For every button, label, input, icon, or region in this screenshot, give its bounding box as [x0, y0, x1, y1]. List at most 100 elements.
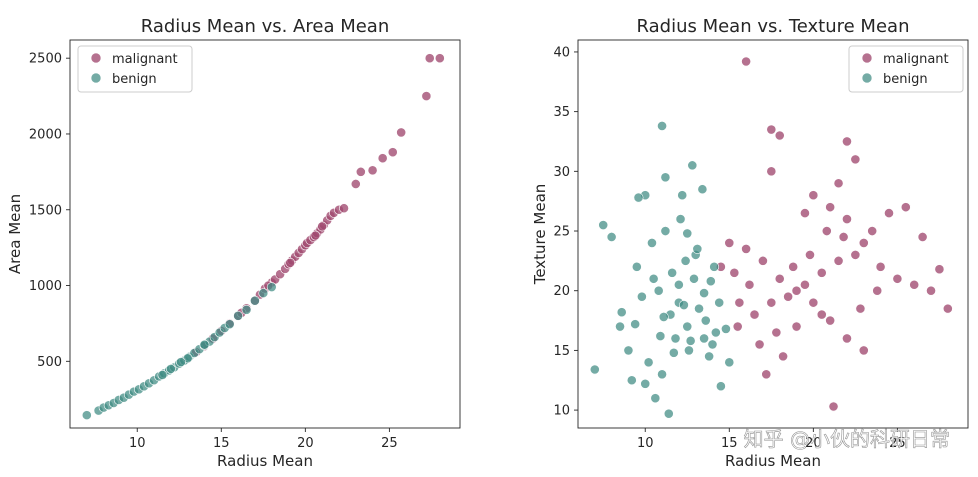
data-point-benign: [682, 321, 693, 332]
data-point-benign: [685, 335, 696, 346]
data-point-malignant: [900, 202, 911, 213]
data-point-benign: [615, 321, 625, 332]
data-point-malignant: [855, 303, 866, 314]
x-axis-label: Radius Mean: [217, 452, 313, 470]
data-point-benign: [176, 357, 186, 367]
y-axis-label: Area Mean: [6, 194, 24, 274]
data-point-benign: [682, 228, 693, 239]
data-point-benign: [626, 375, 637, 386]
data-point-benign: [650, 393, 661, 404]
data-point-benign: [704, 351, 715, 362]
data-point-benign: [165, 363, 176, 374]
data-point-benign: [675, 214, 686, 224]
legend-marker-malignant: [861, 52, 873, 64]
legend-label-malignant: malignant: [112, 52, 178, 67]
x-tick-label: 25: [889, 436, 906, 451]
data-point-malignant: [367, 165, 378, 176]
data-point-malignant: [892, 273, 903, 284]
data-point-benign: [648, 273, 659, 284]
data-point-benign: [668, 347, 679, 358]
data-point-benign: [700, 315, 711, 326]
data-point-benign: [157, 370, 168, 380]
data-point-malignant: [377, 153, 388, 164]
data-point-benign: [692, 244, 703, 254]
data-point-benign: [241, 304, 252, 315]
data-point-malignant: [350, 179, 361, 189]
data-point-benign: [199, 339, 210, 350]
data-point-benign: [630, 319, 641, 330]
data-point-benign: [710, 327, 721, 338]
legend-label-malignant: malignant: [883, 52, 949, 67]
data-point-benign: [598, 220, 609, 230]
data-point-malignant: [917, 232, 928, 242]
data-point-malignant: [833, 178, 844, 189]
data-point-benign: [631, 261, 642, 272]
legend-label-benign: benign: [883, 72, 928, 87]
data-point-benign: [679, 300, 689, 310]
y-axis-ticks: 10 15 20 25 30 35 40: [553, 45, 578, 419]
y-tick-label: 2500: [29, 52, 62, 67]
data-point-malignant: [816, 309, 827, 320]
data-point-malignant: [774, 130, 785, 141]
data-point-malignant: [774, 273, 785, 284]
data-point-malignant: [424, 53, 435, 64]
data-point-malignant: [867, 226, 878, 236]
data-point-malignant: [783, 291, 794, 302]
data-point-malignant: [771, 327, 782, 338]
data-point-malignant: [842, 333, 852, 344]
legend-marker-benign: [90, 72, 102, 84]
data-point-malignant: [766, 166, 777, 177]
data-point-malignant: [825, 315, 836, 326]
y-tick-label: 1500: [29, 203, 62, 218]
data-point-malignant: [421, 91, 432, 101]
legend-label-benign: benign: [112, 72, 157, 87]
data-point-malignant: [434, 53, 445, 64]
data-point-benign: [655, 331, 666, 341]
y-tick-label: 35: [553, 105, 570, 120]
data-point-malignant: [909, 279, 920, 290]
data-point-malignant: [942, 303, 953, 314]
legend: malignant benign: [848, 45, 964, 93]
data-point-malignant: [749, 309, 760, 320]
data-point-malignant: [758, 255, 768, 266]
data-point-benign: [636, 291, 647, 302]
data-point-malignant: [741, 56, 752, 67]
data-point-malignant: [800, 208, 810, 219]
data-point-malignant: [850, 249, 861, 260]
data-point-malignant: [858, 345, 869, 356]
data-point-malignant: [761, 369, 772, 380]
x-tick-label: 15: [721, 436, 738, 451]
data-point-benign: [633, 192, 644, 203]
data-point-benign: [670, 333, 681, 344]
data-point-malignant: [842, 214, 852, 224]
data-point-malignant: [724, 238, 735, 248]
data-point-malignant: [825, 202, 836, 213]
data-point-benign: [81, 410, 92, 421]
data-point-malignant: [872, 285, 883, 296]
data-point-malignant: [808, 297, 819, 308]
x-axis-label: Radius Mean: [725, 452, 821, 470]
data-point-malignant: [926, 285, 936, 296]
data-point-malignant: [791, 285, 802, 296]
data-point-malignant: [396, 127, 407, 138]
data-point-malignant: [842, 136, 852, 147]
y-tick-label: 20: [553, 284, 570, 299]
data-point-benign: [714, 297, 725, 308]
plot-area: [577, 39, 969, 429]
data-point-benign: [684, 345, 694, 356]
chart-title: Radius Mean vs. Texture Mean: [637, 16, 910, 37]
data-point-benign: [705, 276, 716, 287]
x-tick-label: 20: [297, 436, 314, 451]
data-point-malignant: [355, 166, 366, 177]
y-tick-label: 30: [553, 165, 570, 180]
y-tick-label: 500: [37, 355, 62, 370]
data-point-malignant: [744, 279, 755, 290]
y-tick-label: 25: [553, 225, 570, 240]
data-point-benign: [250, 295, 260, 306]
data-point-malignant: [833, 255, 844, 266]
data-point-benign: [657, 121, 667, 131]
data-point-benign: [647, 238, 657, 248]
data-point-malignant: [310, 230, 321, 241]
y-tick-label: 15: [553, 344, 570, 359]
